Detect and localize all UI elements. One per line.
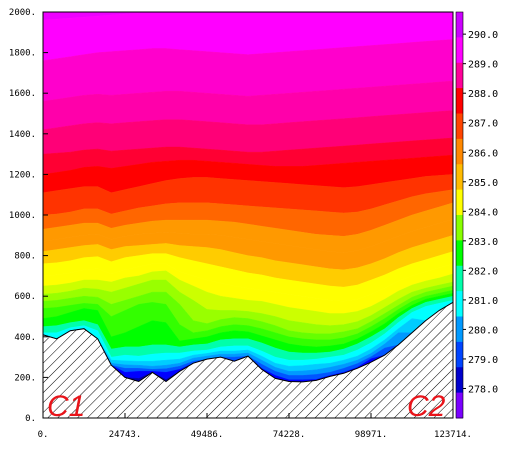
colorbar-swatch xyxy=(456,138,463,165)
y-tick-label: 200. xyxy=(14,373,36,383)
colorbar-label: 283.0 xyxy=(468,237,498,248)
colorbar-swatch xyxy=(456,88,463,114)
colorbar-swatch xyxy=(456,215,463,241)
x-tick-label: 0. xyxy=(38,430,49,440)
terrain-area xyxy=(43,301,453,418)
colorbar-label: 288.0 xyxy=(468,89,498,100)
x-tick-label: 98971. xyxy=(355,430,388,440)
colorbar-swatch xyxy=(456,240,463,267)
colorbar-swatch xyxy=(456,164,463,191)
y-tick-label: 1200. xyxy=(9,170,36,180)
colorbar-label: 290.0 xyxy=(468,30,498,41)
colorbar-swatch xyxy=(456,316,463,343)
colorbar-swatch xyxy=(456,367,463,394)
colorbar-label: 278.0 xyxy=(468,384,498,395)
colorbar-swatch xyxy=(456,189,463,216)
colorbar-label: 282.0 xyxy=(468,266,498,277)
x-tick-label: 24743. xyxy=(109,430,142,440)
colorbar-label: 284.0 xyxy=(468,207,498,218)
temperature-bands xyxy=(43,12,453,383)
colorbar-swatch xyxy=(456,62,463,89)
y-tick-label: 2000. xyxy=(9,8,36,18)
y-tick-label: 1000. xyxy=(9,211,36,221)
x-tick-label: 123714. xyxy=(434,430,472,440)
colorbar-label: 280.0 xyxy=(468,325,498,336)
y-tick-label: 800. xyxy=(14,252,36,262)
colorbar-swatch xyxy=(456,113,463,140)
annotation-c1: C1 xyxy=(47,390,85,423)
y-tick-label: 400. xyxy=(14,333,36,343)
x-tick-label: 74228. xyxy=(273,430,306,440)
colorbar-label: 289.0 xyxy=(468,60,498,71)
colorbar-swatch xyxy=(456,265,463,292)
colorbar-frame xyxy=(455,11,464,419)
colorbar-label: 281.0 xyxy=(468,296,498,307)
y-tick-label: 0. xyxy=(25,414,36,424)
colorbar-label: 287.0 xyxy=(468,119,498,130)
y-axis: 0. 200. 400. 600. 800. 1000. 1200. 1400. 1600. 18… xyxy=(9,8,48,424)
colorbar-swatch xyxy=(456,392,463,419)
x-tick-label: 49486. xyxy=(191,430,224,440)
colorbar: 290.0 289.0 288.0 287.0 286.0 285.0 284.0 283.0… xyxy=(455,11,498,419)
colorbar-label: 285.0 xyxy=(468,178,498,189)
colorbar-swatch xyxy=(456,341,463,368)
y-tick-label: 600. xyxy=(14,292,36,302)
colorbar-label: 279.0 xyxy=(468,355,498,366)
y-tick-label: 1800. xyxy=(9,49,36,59)
colorbar-swatch xyxy=(456,291,463,317)
y-tick-label: 1600. xyxy=(9,89,36,99)
annotation-c2: C2 xyxy=(407,390,446,423)
terrain-hatch xyxy=(43,301,453,418)
colorbar-swatch xyxy=(456,12,463,38)
x-axis: 0. 24743. 49486. 74228. 98971. 123714. xyxy=(38,413,472,440)
colorbar-label: 286.0 xyxy=(468,148,498,159)
y-tick-label: 1400. xyxy=(9,130,36,140)
colorbar-swatch xyxy=(456,37,463,64)
